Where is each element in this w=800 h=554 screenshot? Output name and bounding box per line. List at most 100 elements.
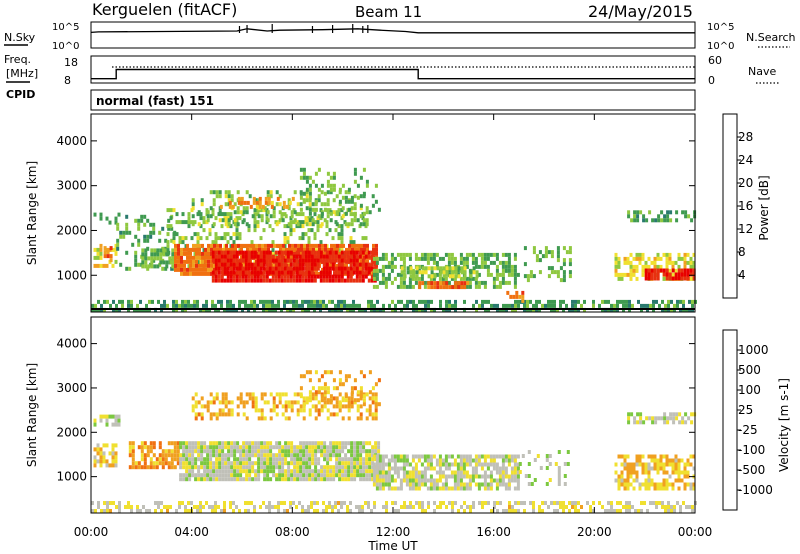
heatmap-cell <box>187 501 190 505</box>
heatmap-cell <box>317 167 321 172</box>
heatmap-cell <box>247 266 251 271</box>
heatmap-cell <box>290 477 294 482</box>
heatmap-cell <box>371 203 375 208</box>
heatmap-cell <box>498 478 502 483</box>
heatmap-cell <box>215 416 219 421</box>
heatmap-cell <box>212 477 216 482</box>
heatmap-cell <box>274 266 278 271</box>
heatmap-cell <box>214 240 218 245</box>
heatmap-cell <box>308 441 312 446</box>
heatmap-cell <box>238 232 242 237</box>
heatmap-cell <box>668 474 672 479</box>
heatmap-cell <box>459 466 463 471</box>
heatmap-cell <box>152 226 156 231</box>
heatmap-cell <box>438 454 442 459</box>
heatmap-cell <box>263 469 267 474</box>
heatmap-cell <box>296 473 300 478</box>
heatmap-cell <box>295 250 299 255</box>
heatmap-cell <box>323 457 327 462</box>
heatmap-cell <box>420 474 424 479</box>
heatmap-cell <box>659 256 663 261</box>
heatmap-cell <box>238 274 242 279</box>
heatmap-cell <box>202 220 206 225</box>
heatmap-cell <box>239 400 243 405</box>
heatmap-cell <box>268 303 271 308</box>
heatmap-cell <box>282 243 285 248</box>
heatmap-cell <box>312 243 315 248</box>
heatmap-cell <box>340 228 344 233</box>
heatmap-cell <box>656 272 660 277</box>
heatmap-cell <box>347 441 351 446</box>
heatmap-cell <box>181 240 185 245</box>
heatmap-cell <box>226 216 230 221</box>
heatmap-cell <box>632 470 636 475</box>
heatmap-cell <box>272 396 276 401</box>
heatmap-cell <box>293 210 297 215</box>
heatmap-cell <box>272 445 276 450</box>
heatmap-cell <box>441 458 445 463</box>
heatmap-cell <box>172 236 176 241</box>
heatmap-cell <box>659 486 663 491</box>
heatmap-cell <box>245 206 249 211</box>
heatmap-cell <box>332 378 336 383</box>
heatmap-cell <box>689 272 693 277</box>
heatmap-cell <box>259 254 263 259</box>
heatmap-cell <box>355 254 359 259</box>
heatmap-cell <box>262 270 266 275</box>
heatmap-cell <box>365 392 369 397</box>
heatmap-cell <box>492 478 496 483</box>
heatmap-cell <box>200 477 204 482</box>
heatmap-cell <box>507 454 511 459</box>
heatmap-cell <box>206 214 210 219</box>
heatmap-cell <box>293 190 297 195</box>
velocity-heatmap-cells <box>91 370 697 513</box>
heatmap-cell <box>673 303 676 308</box>
heatmap-cell <box>677 486 681 491</box>
heatmap-cell <box>223 212 227 217</box>
heatmap-cell <box>175 212 179 217</box>
heatmap-cell <box>156 256 160 261</box>
x-tick-label: 16:00 <box>476 525 511 539</box>
heatmap-cell <box>105 263 109 268</box>
heatmap-cell <box>352 254 356 259</box>
heatmap-cell <box>286 299 289 304</box>
heatmap-cell <box>179 473 183 478</box>
heatmap-cell <box>326 210 330 215</box>
heatmap-cell <box>686 470 690 475</box>
heatmap-cell <box>430 299 433 304</box>
heatmap-cell <box>99 247 103 252</box>
heatmap-cell <box>675 416 679 421</box>
heatmap-cell <box>215 445 219 450</box>
heatmap-cell <box>368 453 372 458</box>
heatmap-cell <box>372 272 376 277</box>
heatmap-cell <box>263 416 267 421</box>
heatmap-cell <box>268 501 271 505</box>
heatmap-cell <box>328 250 332 255</box>
heatmap-cell <box>259 274 263 279</box>
heatmap-cell <box>141 264 145 269</box>
heatmap-cell <box>492 454 496 459</box>
heatmap-cell <box>93 212 97 217</box>
heatmap-cell <box>341 214 345 219</box>
heatmap-cell <box>230 473 234 478</box>
heatmap-cell <box>265 274 269 279</box>
heatmap-cell <box>332 441 336 446</box>
heatmap-cell <box>220 250 224 255</box>
heatmap-cell <box>164 457 168 462</box>
heatmap-cell <box>194 392 198 397</box>
heatmap-cell <box>637 299 640 304</box>
heatmap-cell <box>185 441 189 446</box>
heatmap-cell <box>296 408 300 413</box>
heatmap-cell <box>346 509 349 513</box>
heatmap-cell <box>250 250 254 255</box>
heatmap-cell <box>426 486 430 491</box>
heatmap-cell <box>217 262 221 267</box>
heatmap-cell <box>137 262 141 267</box>
heatmap-cell <box>118 501 121 505</box>
heatmap-cell <box>322 299 325 304</box>
heatmap-cell <box>332 477 336 482</box>
heatmap-cell <box>384 256 388 261</box>
heatmap-cell <box>311 461 315 466</box>
heatmap-cell <box>169 260 173 265</box>
